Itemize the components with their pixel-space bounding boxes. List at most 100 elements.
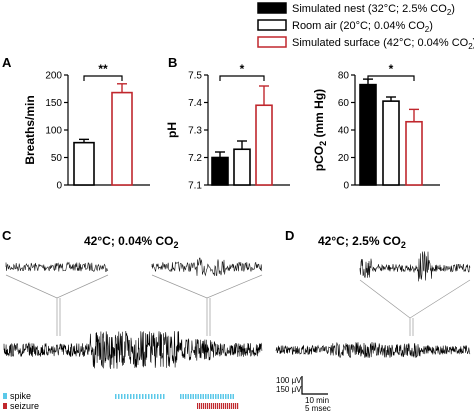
legend-label-room-air: Room air (20°C; 0.04% CO2) [292,20,433,34]
seizure-marker [227,403,229,409]
bar [111,91,133,186]
seizure-marker [197,403,199,409]
chart-breaths: 0 50 100 150 200 Breaths/min ** [23,62,150,192]
spike-marker [121,394,123,399]
y-tick-label: 7.4 [188,98,202,109]
legend-swatch-surface [257,36,287,48]
legend-swatch-room-air [257,19,287,31]
trace-c-inset-left [5,261,109,272]
spike-marker [205,394,207,399]
seizure-marker [215,403,217,409]
spike-marker [210,394,212,399]
seizure-marker [231,403,233,409]
seizure-marker [223,403,225,409]
y-axis-label: Breaths/min [23,95,37,164]
spike-marker [192,394,194,399]
seizure-marker [233,403,235,409]
spike-marker [139,394,141,399]
panel-letter-a: A [2,55,12,70]
spike-marker [230,394,232,399]
spike-marker [160,394,162,399]
seizure-marker [201,403,203,409]
spike-marker [151,394,153,399]
seizure-marker [203,403,205,409]
y-tick-label: 0 [56,181,62,192]
spike-marker [182,394,184,399]
significance-label: * [389,62,394,76]
seizure-marker [209,403,211,409]
scale-bar: 100 μV 150 μV 10 min 5 msec [276,376,331,412]
trace-d-main [275,341,471,358]
seizure-marker [199,403,201,409]
bar [255,104,273,186]
spike-marker [225,394,227,399]
y-tick-label: 60 [338,98,350,109]
spike-marker [130,394,132,399]
spike-marker [145,394,147,399]
scale-bar-lines [301,376,328,395]
y-tick-label: 50 [51,153,63,164]
panel-letter-b: B [168,55,177,70]
seizure-marker [211,403,213,409]
spike-marker [118,394,120,399]
bar [233,148,251,186]
trace-c-title: 42°C; 0.04% CO2 [84,234,179,250]
spike-marker [215,394,217,399]
legend-label-nest: Simulated nest (32°C; 2.5% CO2) [292,3,455,17]
seizure-marker [219,403,221,409]
spike-marker [227,394,229,399]
spike-marker [148,394,150,399]
y-tick-label: 80 [338,71,350,82]
spike-marker [185,394,187,399]
legend-swatch-nest [257,2,287,14]
event-markers [115,394,239,409]
seizure-marker [217,403,219,409]
spike-marker [212,394,214,399]
eeg-traces [3,251,471,369]
y-tick-label: 0 [343,181,349,192]
spike-marker [180,394,182,399]
trace-d-inset [359,251,471,282]
seizure-marker [235,403,237,409]
bar [382,100,400,186]
significance-label: * [240,62,245,76]
spike-marker [217,394,219,399]
chart-pco2: 0 20 40 60 80 pCO2 (mm Hg) * [312,62,440,192]
spike-marker [202,394,204,399]
seizure-marker [205,403,207,409]
scale-v1: 100 μV [276,376,302,385]
y-tick-label: 7.1 [188,181,202,192]
spike-marker [195,394,197,399]
scale-t2: 5 msec [305,404,331,412]
spike-legend-label: spike [10,391,31,401]
spike-marker [200,394,202,399]
spike-marker [115,394,117,399]
zoom-lines-c-left [5,274,109,336]
spike-marker [124,394,126,399]
seizure-legend-label: seizure [10,401,39,411]
y-tick-label: 7.3 [188,126,202,137]
y-tick-label: 150 [45,98,62,109]
spike-marker [222,394,224,399]
chart-ph: 7.1 7.2 7.3 7.4 7.5 pH * [165,62,290,192]
trace-c-inset-right [151,257,263,277]
y-axis-label: pCO2 (mm Hg) [312,89,328,171]
bar [73,141,95,186]
scale-v2: 150 μV [276,385,302,394]
bar [211,156,229,186]
spike-marker [142,394,144,399]
trace-c-main [3,330,263,369]
spike-marker [187,394,189,399]
zoom-lines-c-right [151,274,263,336]
spike-marker [197,394,199,399]
spike-legend-swatch [3,393,7,399]
seizure-marker [207,403,209,409]
seizure-marker [225,403,227,409]
significance-label: ** [98,62,108,76]
spike-marker [127,394,129,399]
significance-bracket [367,75,415,81]
y-tick-label: 40 [338,126,350,137]
legend: Simulated nest (32°C; 2.5% CO2) Room air… [257,2,474,51]
seizure-marker [237,403,239,409]
